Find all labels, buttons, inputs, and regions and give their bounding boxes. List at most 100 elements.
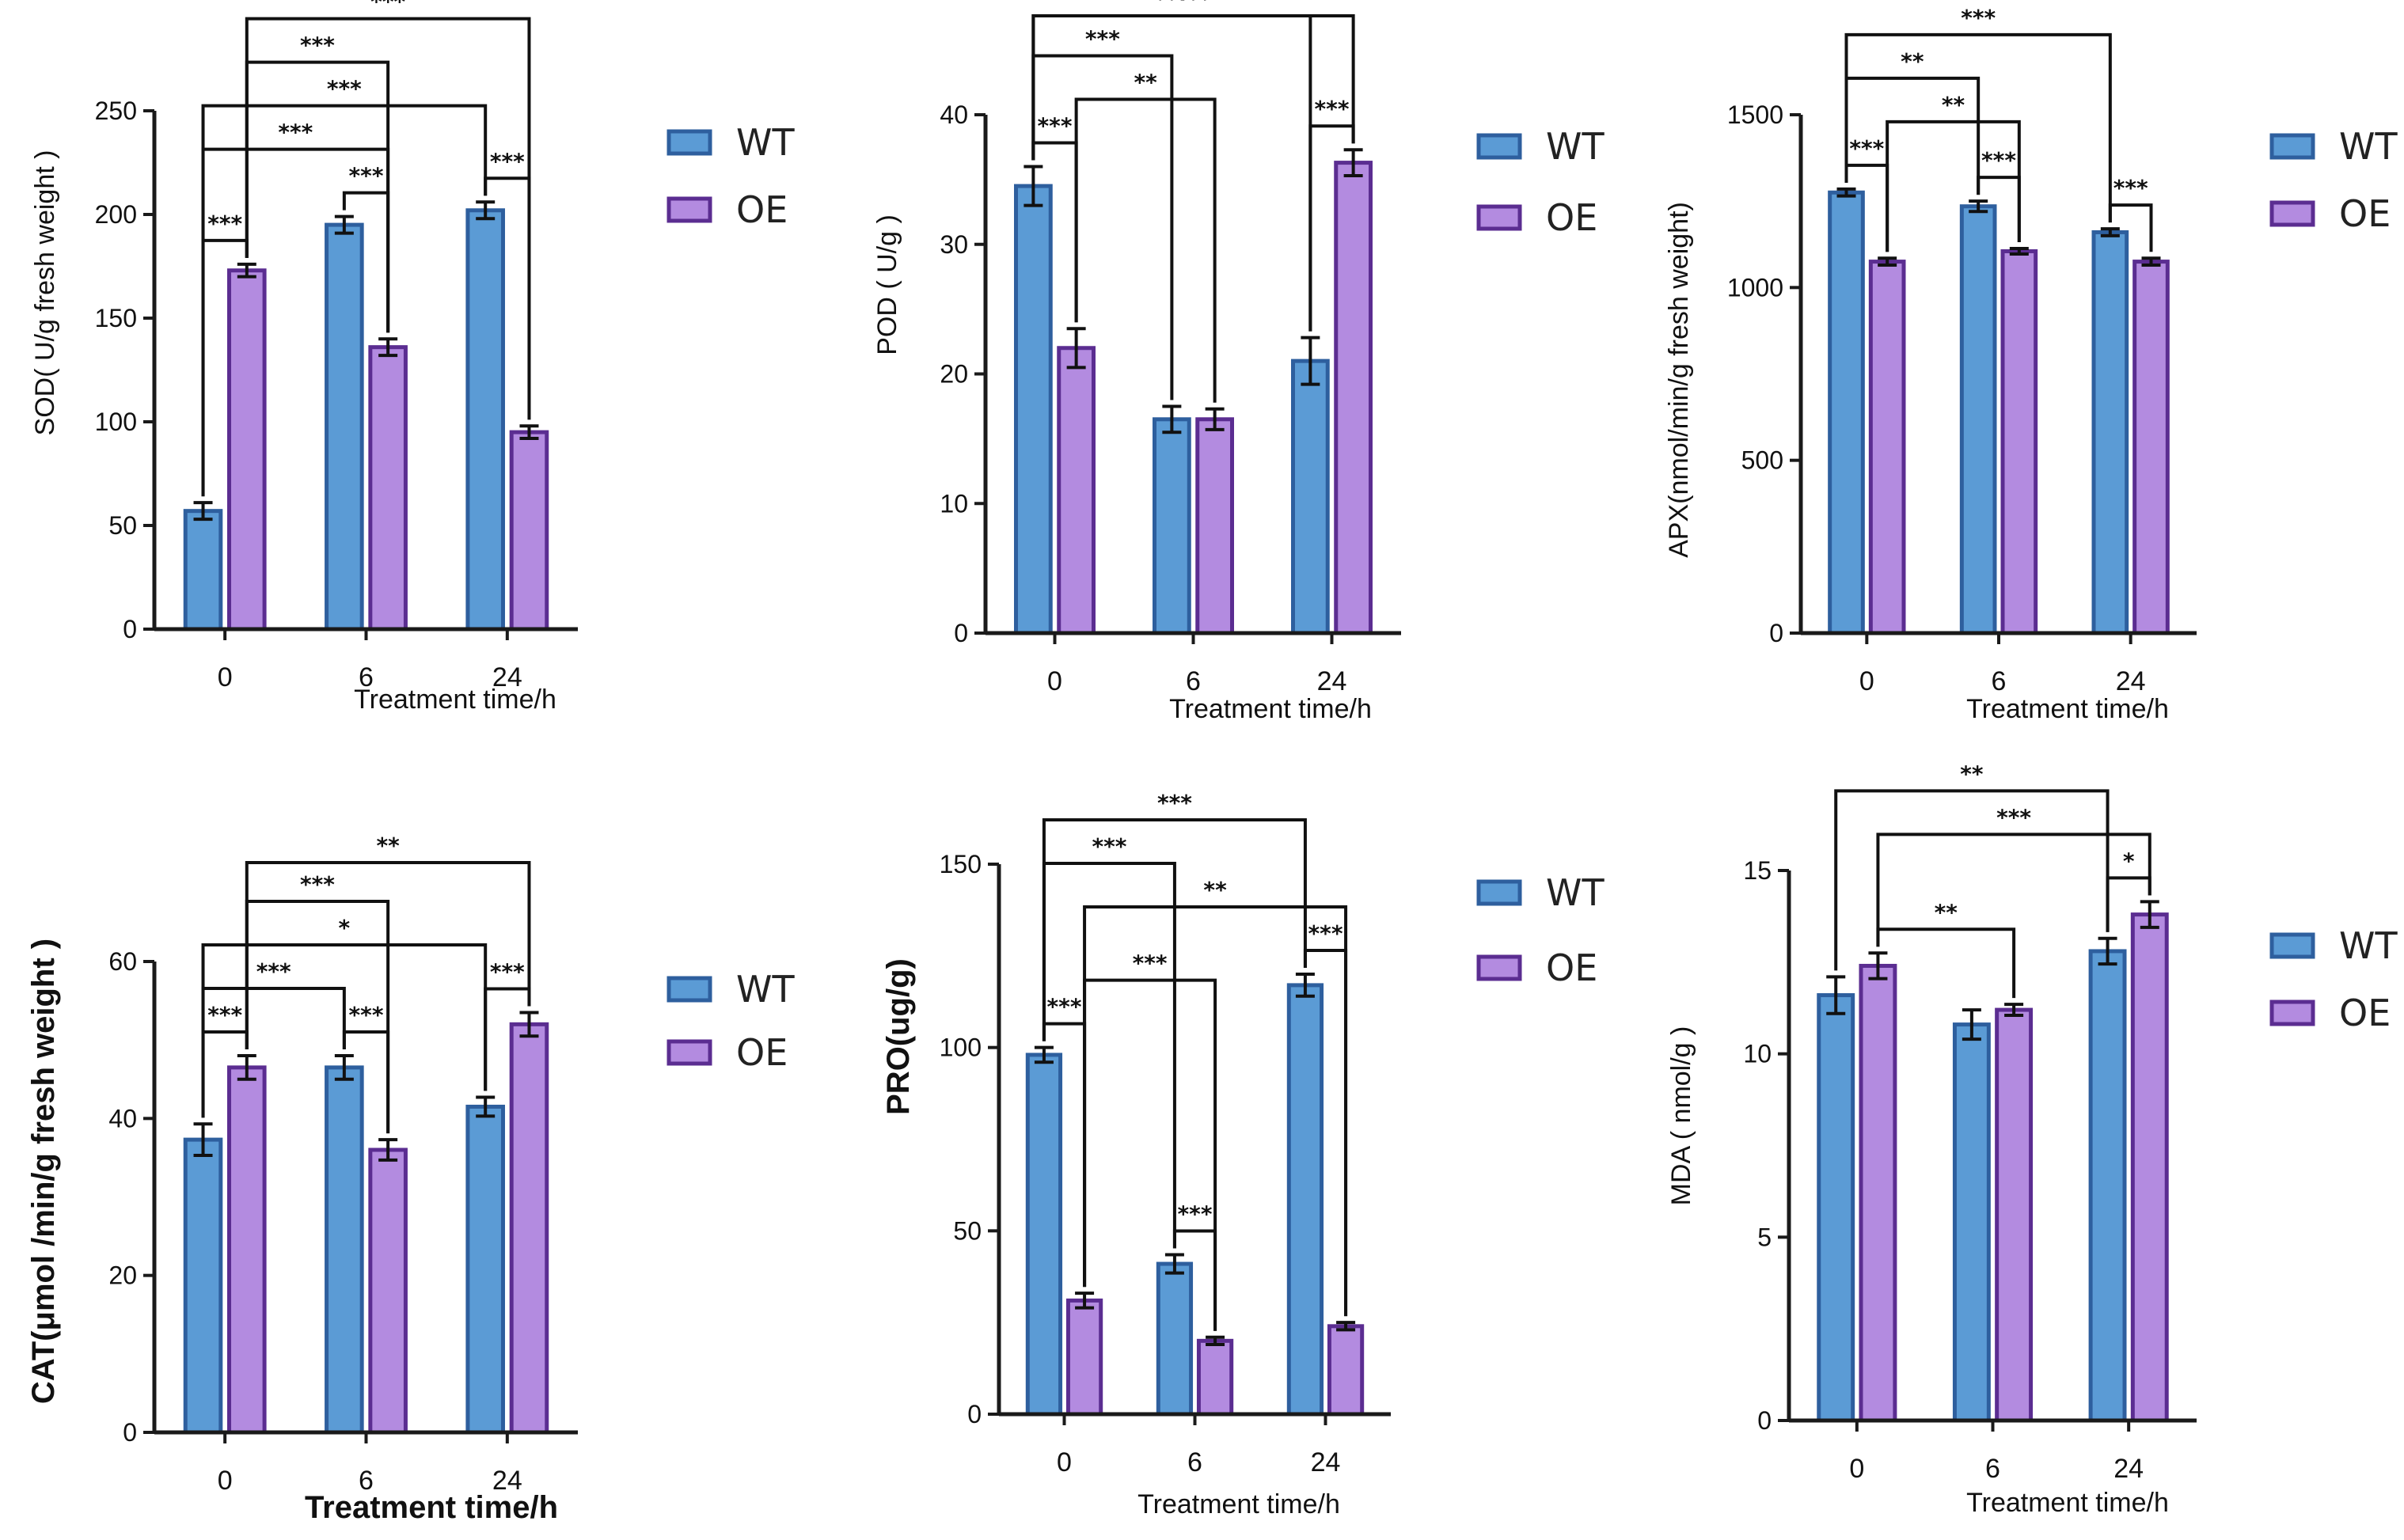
- pod-y-tick-label: 40: [940, 101, 968, 129]
- cat-bar-wt-6: [325, 1065, 364, 1435]
- pod-legend: WT OE: [1476, 125, 1605, 239]
- legend-wt-swatch: [1476, 879, 1522, 906]
- cat-sig-label: **: [376, 833, 400, 859]
- pod-y-tick-label: 20: [940, 360, 968, 389]
- cat-y-tick-label: 20: [108, 1261, 137, 1290]
- cat-bar-wt-24: [465, 1104, 505, 1435]
- mda-y-tick-label: 15: [1743, 856, 1772, 885]
- apx-y-tick-label: 500: [1741, 446, 1783, 475]
- sod-bar-oe-24: [509, 430, 549, 632]
- cat-bar-oe-0: [227, 1065, 267, 1435]
- mda-x-tick-label: 6: [1985, 1454, 2000, 1484]
- sod-sig-label: ***: [327, 76, 362, 102]
- mda-x-tick-label: 0: [1849, 1454, 1864, 1484]
- pro-bar-wt-6: [1156, 1261, 1194, 1417]
- legend-wt-swatch: [2269, 133, 2315, 160]
- pro-sig-bracket: [1083, 905, 1348, 1317]
- sod-y-tick-label: 200: [95, 200, 137, 229]
- pro-bar-oe-6: [1196, 1338, 1234, 1417]
- sod-bar-oe-6: [368, 345, 408, 632]
- legend-oe-swatch: [2269, 200, 2315, 227]
- mda-bar-oe-0: [1859, 963, 1897, 1423]
- apx-y-tick-label: 1000: [1727, 273, 1783, 302]
- mda-sig-bracket: [1876, 833, 2151, 947]
- cat-x-tick-label: 6: [359, 1466, 374, 1496]
- pro-x-tick-label: 24: [1311, 1447, 1341, 1477]
- legend-wt-label: WT: [736, 121, 795, 164]
- legend-oe-swatch: [1476, 954, 1522, 981]
- panel-sod: 0 50 100 150 200 250 0 6 24 *** *** *** *** *** *** ***…: [30, 0, 795, 715]
- pro-legend: WT OE: [1476, 871, 1605, 989]
- pod-y-tick-label: 0: [954, 619, 968, 647]
- legend-wt-swatch: [1476, 133, 1522, 160]
- apx-bar-oe-0: [1868, 260, 1906, 635]
- pro-x-tick-label: 0: [1057, 1447, 1072, 1477]
- pod-x-tick-label: 0: [1047, 666, 1062, 696]
- mda-y-tick-label: 10: [1743, 1040, 1772, 1068]
- sod-bar-wt-6: [325, 222, 364, 632]
- apx-sig-label: ***: [1849, 135, 1884, 161]
- cat-sig-label: ***: [300, 871, 335, 897]
- pro-y-tick-label: 100: [940, 1034, 982, 1062]
- apx-bar-wt-24: [2091, 229, 2129, 635]
- cat-sig-bracket: [245, 861, 531, 1049]
- mda-y-tick-label: 0: [1757, 1406, 1772, 1435]
- legend-oe-swatch: [667, 1039, 712, 1066]
- pro-bar-wt-24: [1286, 983, 1324, 1417]
- legend-wt-label: WT: [1546, 871, 1605, 914]
- sod-legend: WT OE: [667, 121, 795, 231]
- apx-x-axis-title: Treatment time/h: [1966, 694, 2169, 724]
- mda-y-tick-label: 5: [1757, 1223, 1772, 1251]
- sod-y-tick-label: 150: [95, 304, 137, 332]
- pro-sig-label: ***: [1157, 790, 1192, 816]
- pro-y-tick-label: 150: [940, 850, 982, 878]
- pod-bar-wt-0: [1014, 184, 1053, 635]
- mda-bar-oe-6: [1995, 1007, 2034, 1423]
- mda-bar-wt-6: [1952, 1022, 1991, 1423]
- apx-sig-label: ***: [1981, 147, 2016, 173]
- sod-sig-label: ***: [349, 163, 384, 189]
- sod-y-tick-label: 0: [123, 615, 137, 643]
- cat-sig-label: ***: [349, 1002, 384, 1028]
- pod-sig-bracket: [1031, 54, 1174, 400]
- legend-oe-label: OE: [2339, 192, 2391, 235]
- sod-sig-bracket: [245, 60, 390, 333]
- sod-sig-label: ***: [300, 32, 335, 59]
- sod-bar-oe-0: [227, 268, 267, 632]
- legend-oe-label: OE: [2339, 992, 2391, 1034]
- legend-oe-label: OE: [1546, 946, 1597, 989]
- legend-wt-swatch: [667, 976, 712, 1003]
- sod-sig-label: ***: [278, 119, 313, 146]
- apx-sig-label: **: [1942, 92, 1965, 118]
- legend-wt-label: WT: [736, 968, 795, 1011]
- sod-y-tick-label: 100: [95, 408, 137, 436]
- pro-sig-bracket: [1083, 978, 1217, 1331]
- mda-sig-label: **: [1960, 761, 1984, 787]
- pro-sig-bracket: [1042, 862, 1176, 1249]
- cat-x-tick-label: 24: [492, 1466, 522, 1496]
- pro-sig-label: ***: [1133, 950, 1168, 977]
- pro-bar-wt-0: [1025, 1053, 1063, 1417]
- cat-y-axis-title: CAT(μmol /min/g fresh weight ): [26, 939, 61, 1404]
- apx-bar-wt-0: [1828, 190, 1865, 635]
- apx-x-tick-label: 6: [1992, 666, 2007, 696]
- pro-sig-bracket: [1042, 818, 1307, 1041]
- pod-y-tick-label: 10: [940, 489, 968, 518]
- pro-sig-label: ***: [1178, 1201, 1213, 1227]
- apx-y-tick-label: 0: [1769, 619, 1783, 647]
- apx-bar-wt-6: [1959, 204, 1997, 635]
- apx-sig-bracket: [1886, 119, 2021, 252]
- pod-sig-bracket: [1031, 14, 1312, 332]
- mda-bar-wt-0: [1817, 993, 1855, 1423]
- pod-sig-label: ***: [1176, 0, 1211, 12]
- cat-y-tick-label: 0: [123, 1418, 137, 1447]
- legend-oe-label: OE: [1546, 196, 1597, 239]
- sod-x-tick-label: 0: [218, 662, 233, 692]
- pod-bar-wt-6: [1153, 417, 1191, 635]
- sod-y-tick-label: 50: [108, 511, 137, 540]
- legend-wt-label: WT: [1546, 125, 1605, 168]
